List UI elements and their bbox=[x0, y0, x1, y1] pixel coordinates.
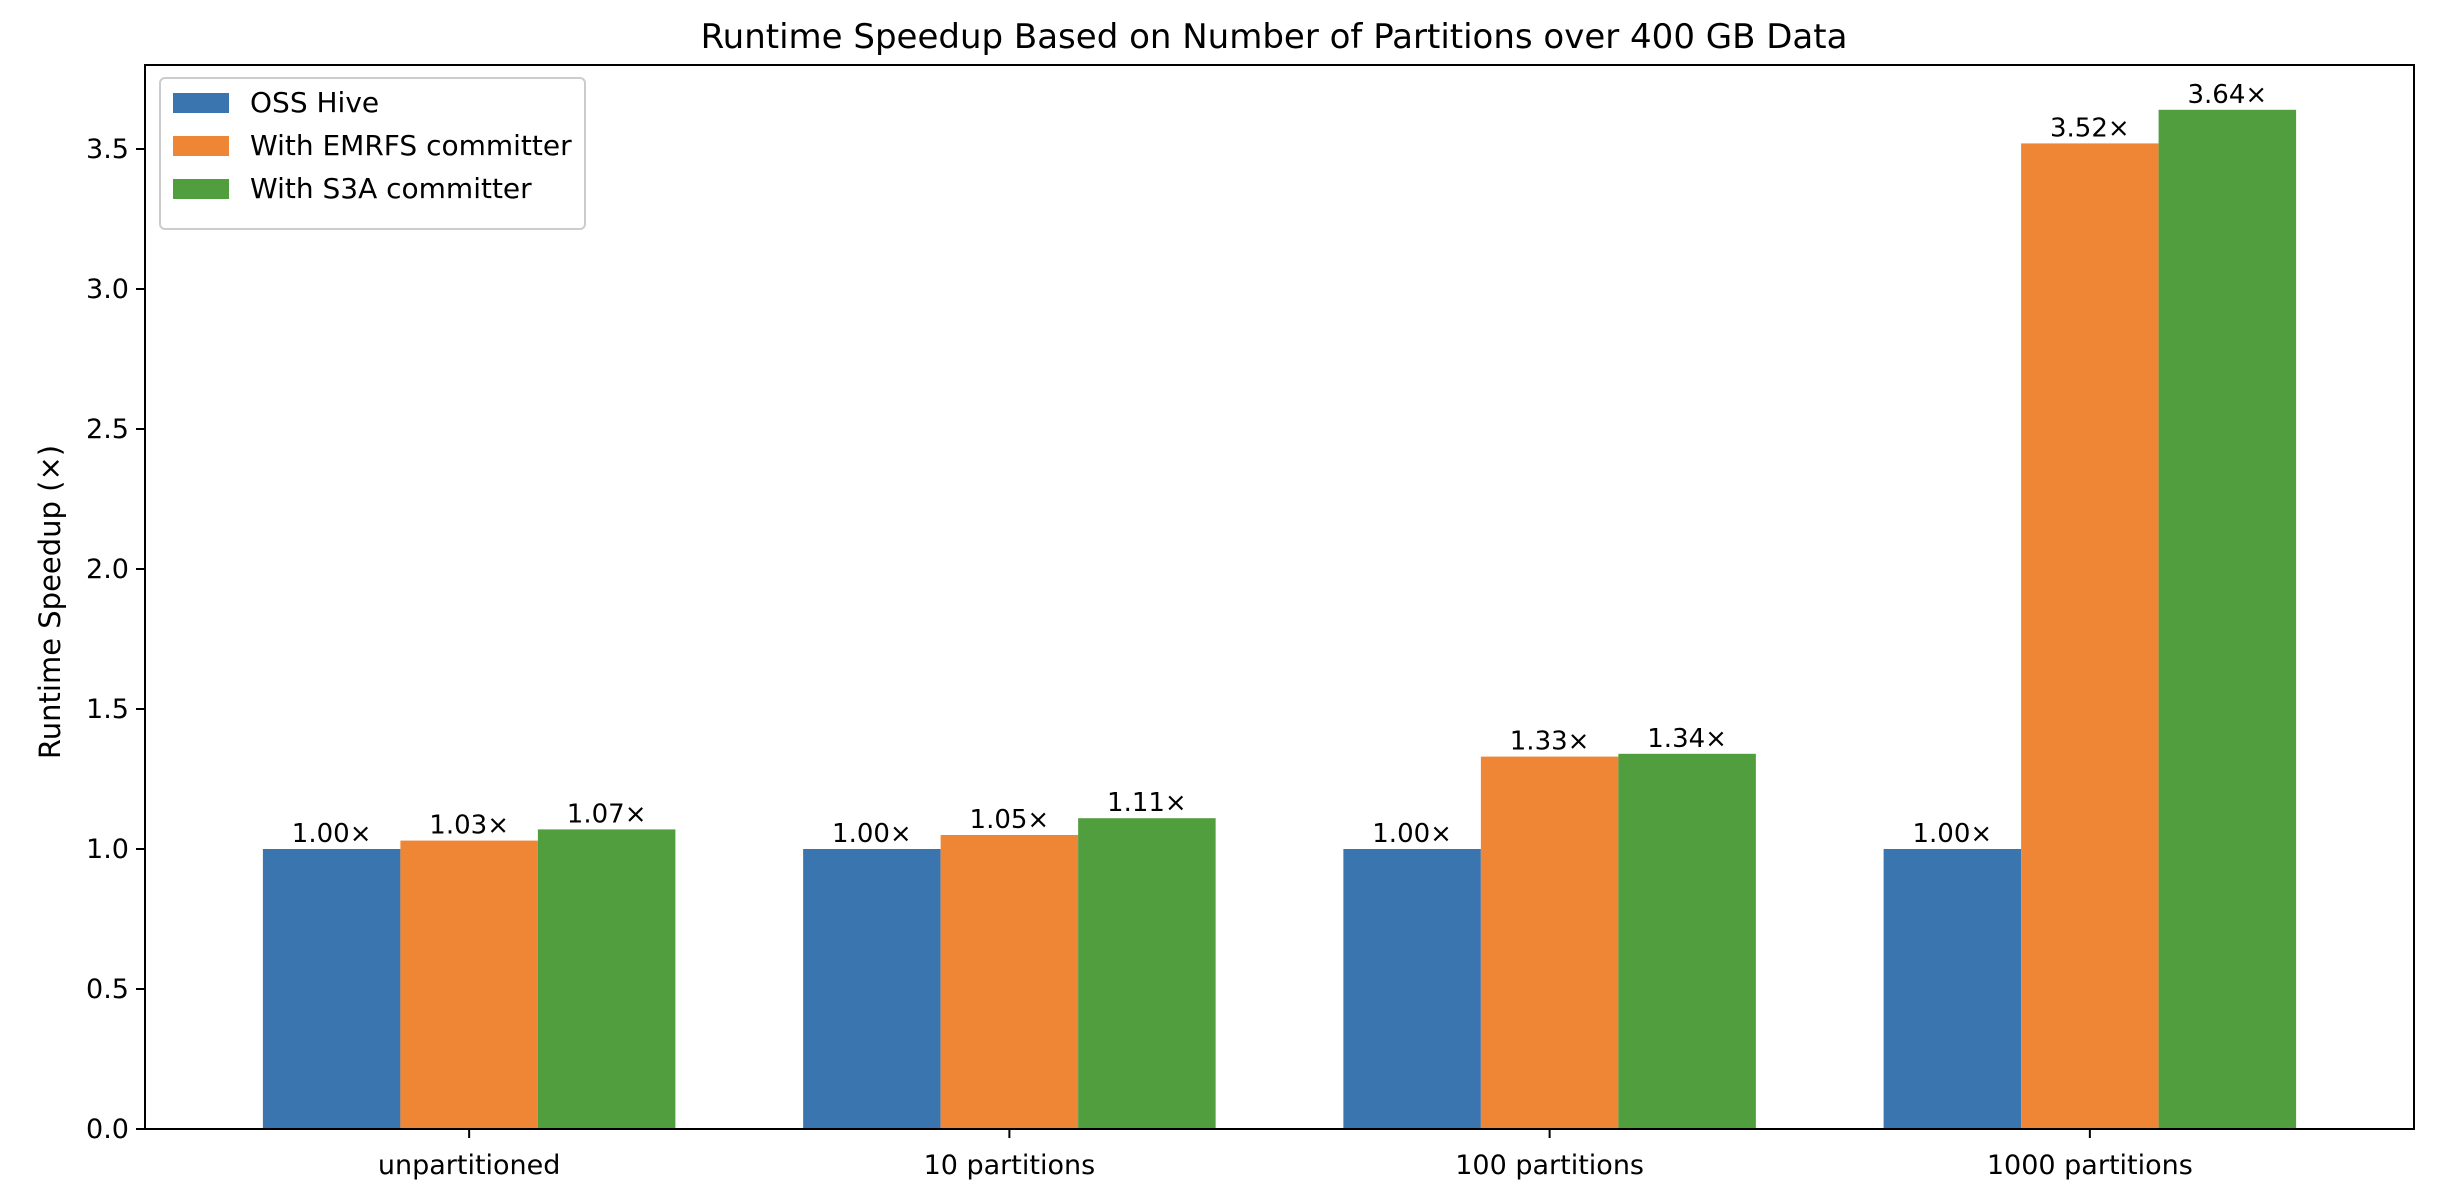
bars-layer bbox=[262, 109, 2297, 1130]
data-labels-layer: 1.00× 1.00× 1.00× 1.00× 1.03× 1.05× 1.33× 3.52×… bbox=[292, 80, 2267, 849]
data-label-1-3: 3.52× bbox=[2050, 113, 2130, 143]
legend-swatch-0 bbox=[173, 93, 229, 113]
data-label-1-1: 1.05× bbox=[970, 805, 1050, 835]
y-tick-label-3: 1.5 bbox=[86, 694, 129, 725]
legend-label-1: With EMRFS committer bbox=[250, 129, 572, 162]
bar-2-3 bbox=[2158, 109, 2297, 1130]
x-tick-label-1: 10 partitions bbox=[924, 1150, 1096, 1181]
legend-swatch-2 bbox=[173, 179, 229, 199]
bar-0-3 bbox=[1883, 849, 2022, 1129]
plot-frame bbox=[144, 64, 2415, 1130]
y-tick-label-0: 0.0 bbox=[86, 1114, 129, 1145]
y-tick-label-2: 1.0 bbox=[86, 834, 129, 865]
x-tick-label-3: 1000 partitions bbox=[1987, 1150, 2193, 1181]
data-label-0-1: 1.00× bbox=[832, 819, 912, 849]
y-tick-label-7: 3.5 bbox=[86, 134, 129, 165]
y-tick-label-1: 0.5 bbox=[86, 974, 129, 1005]
bar-2-0 bbox=[537, 829, 676, 1129]
data-label-2-2: 1.34× bbox=[1647, 724, 1727, 754]
axes-layer: 0.0 0.5 1.0 1.5 2.0 2.5 3.0 3.5 unpartitioned 10 … bbox=[86, 64, 2415, 1181]
legend-swatch-1 bbox=[173, 136, 229, 156]
legend-box bbox=[159, 77, 586, 230]
chart-title: Runtime Speedup Based on Number of Parti… bbox=[701, 17, 1848, 57]
data-label-1-0: 1.03× bbox=[429, 811, 509, 841]
bar-2-2 bbox=[1618, 753, 1756, 1129]
y-axis-label: Runtime Speedup (×) bbox=[33, 445, 67, 759]
bar-1-1 bbox=[940, 835, 1079, 1129]
y-tick-label-6: 3.0 bbox=[86, 274, 129, 305]
data-label-0-0: 1.00× bbox=[292, 819, 372, 849]
data-label-2-3: 3.64× bbox=[2188, 80, 2268, 110]
bar-0-1 bbox=[803, 849, 941, 1129]
bar-1-2 bbox=[1480, 756, 1619, 1129]
legend-label-0: OSS Hive bbox=[250, 86, 379, 119]
bar-0-0 bbox=[262, 849, 401, 1129]
data-label-2-0: 1.07× bbox=[567, 799, 647, 829]
y-tick-label-5: 2.5 bbox=[86, 414, 129, 445]
bar-1-3 bbox=[2021, 143, 2159, 1129]
data-label-0-3: 1.00× bbox=[1913, 819, 1993, 849]
bar-0-2 bbox=[1343, 849, 1481, 1129]
x-tick-label-0: unpartitioned bbox=[378, 1150, 561, 1181]
bar-2-1 bbox=[1078, 818, 1216, 1129]
data-label-1-2: 1.33× bbox=[1510, 727, 1590, 757]
x-tick-label-2: 100 partitions bbox=[1455, 1150, 1644, 1181]
data-label-0-2: 1.00× bbox=[1372, 819, 1452, 849]
y-tick-label-4: 2.0 bbox=[86, 554, 129, 585]
legend: OSS Hive With EMRFS committer With S3A com… bbox=[159, 77, 586, 230]
bar-1-0 bbox=[400, 840, 538, 1129]
legend-label-2: With S3A committer bbox=[250, 172, 532, 205]
data-label-2-1: 1.11× bbox=[1107, 788, 1187, 818]
